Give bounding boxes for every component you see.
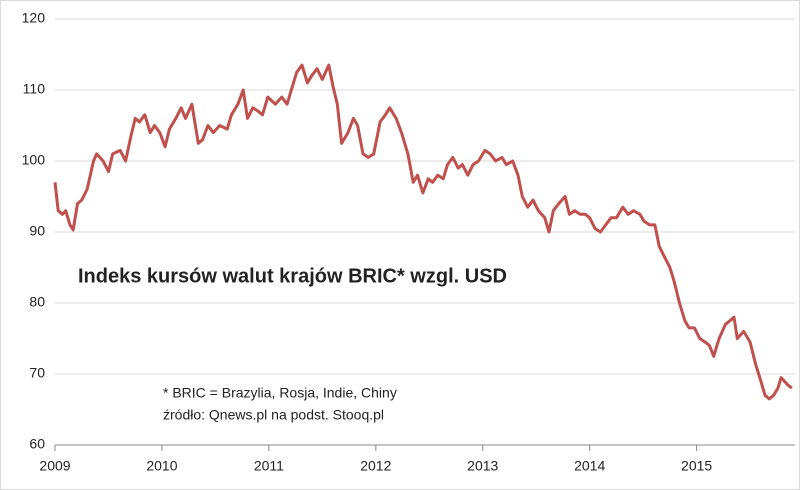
y-tick-label: 80 [29, 294, 45, 310]
x-tick-label: 2010 [146, 458, 177, 474]
annotation: * BRIC = Brazylia, Rosja, Indie, Chiny [163, 385, 397, 401]
chart-title: Indeks kursów walut krajów BRIC* wzgl. U… [78, 265, 507, 287]
x-tick-label: 2014 [574, 458, 605, 474]
x-tick-label: 2015 [681, 458, 712, 474]
y-tick-label: 100 [22, 152, 46, 168]
data-line [53, 63, 793, 401]
x-tick-label: 2013 [467, 458, 498, 474]
y-tick-label: 90 [29, 223, 45, 239]
y-tick-label: 70 [29, 365, 45, 381]
x-tick-label: 2012 [360, 458, 391, 474]
annotation: źródło: Qnews.pl na podst. Stooq.pl [163, 407, 384, 423]
y-tick-label: 110 [23, 81, 46, 97]
y-tick-label: 60 [29, 436, 45, 452]
x-tick-label: 2009 [39, 458, 70, 474]
x-tick-label: 2011 [254, 458, 284, 474]
y-tick-label: 120 [22, 10, 46, 26]
